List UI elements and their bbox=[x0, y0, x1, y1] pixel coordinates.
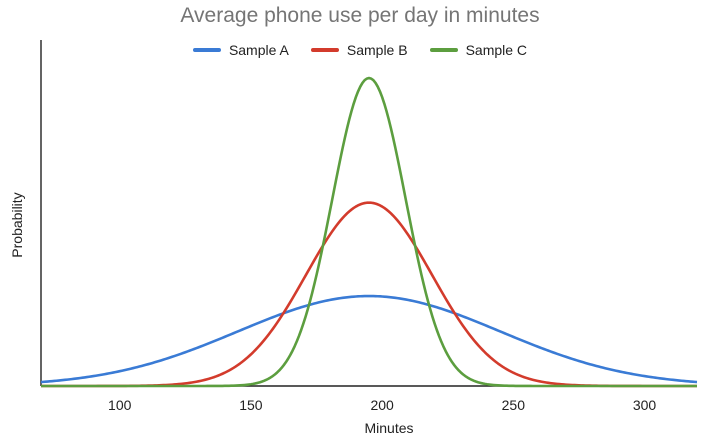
series-curves bbox=[40, 76, 698, 388]
chart-title: Average phone use per day in minutes bbox=[180, 4, 540, 27]
series-line-sample-a bbox=[40, 294, 698, 384]
x-tick-label: 300 bbox=[633, 397, 657, 413]
legend-item-sample-b: Sample B bbox=[310, 42, 408, 58]
x-tick-labels: 100 150 200 250 300 bbox=[108, 397, 656, 413]
x-axis-label: Minutes bbox=[364, 420, 413, 436]
series-line-sample-c bbox=[41, 76, 697, 388]
legend-item-sample-a: Sample A bbox=[192, 42, 289, 58]
x-tick-label: 200 bbox=[370, 397, 394, 413]
x-tick-label: 100 bbox=[108, 397, 132, 413]
legend: Sample A Sample B Sample C bbox=[0, 42, 720, 58]
x-tick-label: 150 bbox=[239, 397, 263, 413]
legend-swatch-sample-a bbox=[192, 48, 221, 52]
legend-item-sample-c: Sample C bbox=[429, 42, 528, 58]
x-tick-label: 250 bbox=[502, 397, 526, 413]
legend-swatch-sample-b bbox=[310, 48, 339, 52]
series-line-sample-b bbox=[41, 201, 697, 388]
y-axis-label: Probability bbox=[9, 192, 25, 257]
legend-swatch-sample-c bbox=[429, 48, 458, 52]
legend-label-sample-c: Sample C bbox=[465, 42, 528, 58]
legend-label-sample-b: Sample B bbox=[346, 42, 408, 58]
legend-label-sample-a: Sample A bbox=[228, 42, 289, 58]
